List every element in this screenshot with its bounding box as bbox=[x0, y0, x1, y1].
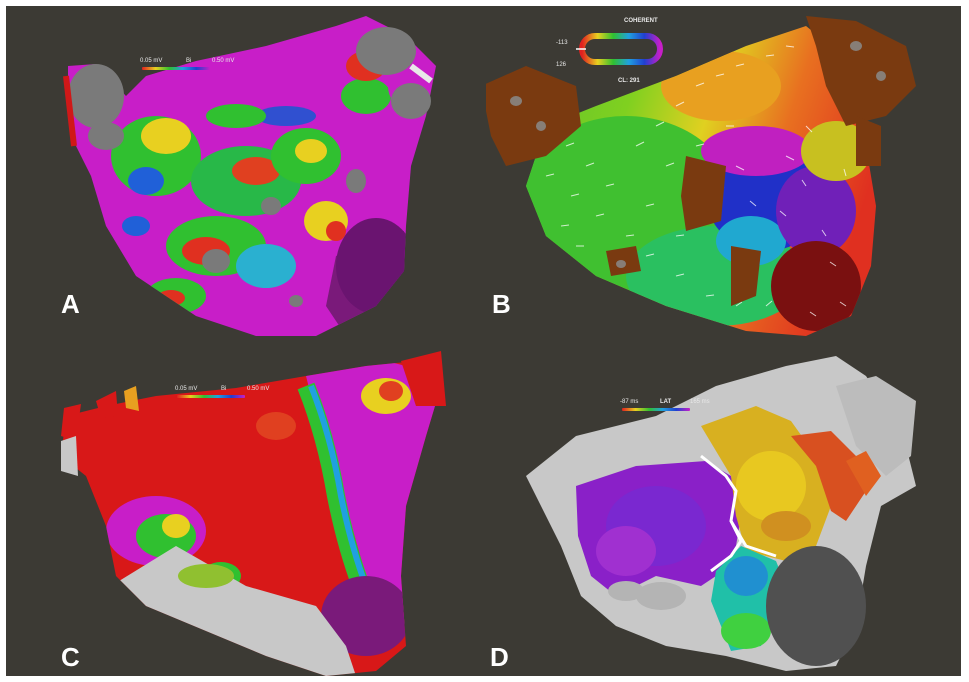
panel-c-label: C bbox=[61, 642, 80, 672]
panel-d-scale-bar bbox=[622, 408, 690, 411]
panel-d-scale-min: -87 ms bbox=[620, 399, 639, 405]
panel-c-color-scale: 0.05 mV Bi 0.50 mV bbox=[171, 386, 281, 400]
panel-a-label: A bbox=[61, 289, 80, 319]
panel-a-color-scale: 0.05 mV Bi 0.50 mV bbox=[136, 58, 246, 72]
panel-b-min: -113 bbox=[556, 40, 568, 46]
panel-c-scale-max: 0.50 mV bbox=[247, 386, 270, 392]
panel-d-scale-max: 165 ms bbox=[690, 399, 710, 405]
panel-a-scar-patches bbox=[68, 27, 431, 307]
panel-d-label: D bbox=[490, 642, 509, 672]
panel-a-voltage-map bbox=[63, 16, 436, 336]
panel-c: 0.05 mV Bi 0.50 mV C bbox=[6, 346, 486, 676]
panel-b-brown-patches bbox=[486, 16, 916, 306]
panel-b-header: COHERENT -113 126 CL: 291 bbox=[556, 18, 696, 88]
panel-b-title: COHERENT bbox=[624, 18, 658, 24]
panel-d-activation-map bbox=[526, 356, 916, 671]
panel-d-color-scale: -87 ms LAT 165 ms bbox=[616, 399, 726, 413]
panel-a-scale-max: 0.50 mV bbox=[212, 58, 235, 64]
panel-c-voltage-map bbox=[61, 351, 446, 676]
panel-a-scale-min: 0.05 mV bbox=[140, 58, 163, 64]
panel-a-scale-bar bbox=[142, 67, 210, 70]
panel-b-coherent-map bbox=[486, 16, 916, 336]
panel-c-scale-name: Bi bbox=[221, 386, 227, 392]
panel-b-label: B bbox=[492, 289, 511, 319]
panel-c-scale-bar bbox=[177, 395, 245, 398]
panel-c-scale-min: 0.05 mV bbox=[175, 386, 198, 392]
figure-frame: 0.05 mV Bi 0.50 mV A bbox=[6, 6, 961, 676]
panel-a: 0.05 mV Bi 0.50 mV A bbox=[6, 6, 486, 346]
panel-b-max: 126 bbox=[556, 62, 567, 68]
panel-a-scale-name: Bi bbox=[186, 58, 192, 64]
panel-b: COHERENT -113 126 CL: 291 B bbox=[486, 6, 961, 346]
panel-d-scale-name: LAT bbox=[660, 399, 672, 405]
panel-b-color-loop bbox=[576, 33, 663, 65]
panel-d: -87 ms LAT 165 ms D bbox=[486, 346, 961, 676]
panel-b-cycle-length: CL: 291 bbox=[618, 78, 640, 84]
